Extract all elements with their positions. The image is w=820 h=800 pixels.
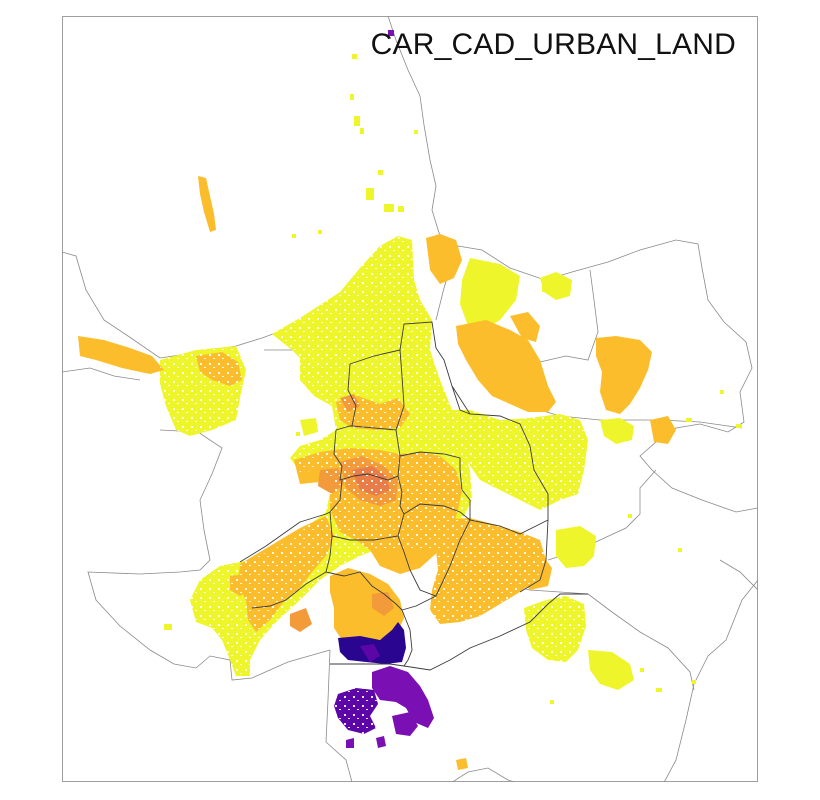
- urban-land-dark-blue: [338, 622, 406, 664]
- district-boundaries: [239, 321, 588, 671]
- map-title: CAR_CAD_URBAN_LAND: [370, 28, 736, 61]
- map-layers: [62, 16, 758, 782]
- scatter-yellow: [164, 54, 742, 704]
- urban-land-purple: [346, 30, 434, 748]
- urban-speckle: [160, 236, 588, 734]
